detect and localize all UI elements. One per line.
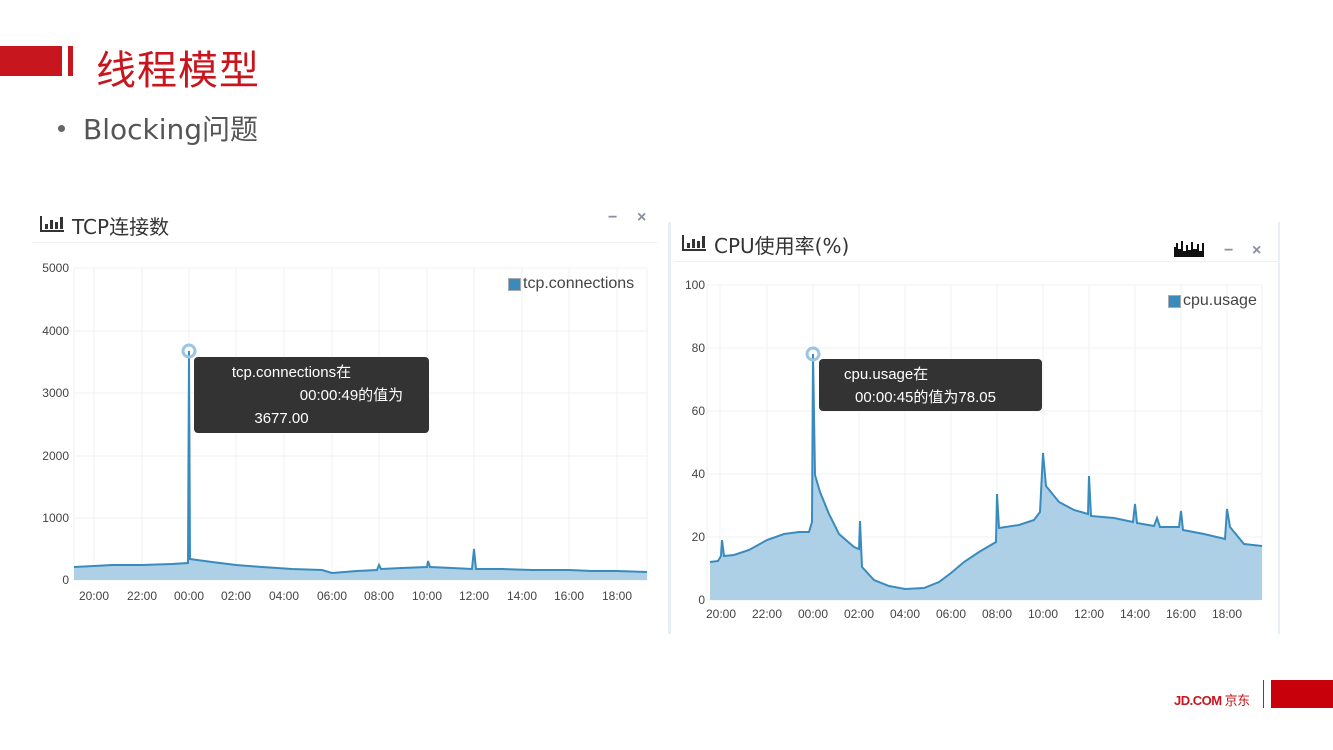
svg-text:16:00: 16:00 bbox=[1166, 607, 1196, 621]
svg-text:2000: 2000 bbox=[42, 449, 69, 463]
bullet-item: Blocking问题 bbox=[58, 108, 258, 148]
legend-label: cpu.usage bbox=[1183, 292, 1257, 309]
svg-text:06:00: 06:00 bbox=[936, 607, 966, 621]
legend-tcp-connections[interactable]: tcp.connections bbox=[508, 275, 634, 293]
footer-accent-block bbox=[1271, 680, 1333, 708]
svg-text:0: 0 bbox=[698, 593, 705, 607]
svg-text:14:00: 14:00 bbox=[507, 589, 537, 603]
svg-text:14:00: 14:00 bbox=[1120, 607, 1150, 621]
tooltip-line: 00:00:45的值为78.05 bbox=[855, 389, 996, 406]
minimize-button[interactable]: − bbox=[1224, 242, 1234, 259]
header-accent-bar bbox=[0, 46, 62, 76]
legend-label: tcp.connections bbox=[523, 275, 635, 292]
svg-text:10:00: 10:00 bbox=[412, 589, 442, 603]
tooltip-line: 00:00:49的值为 bbox=[299, 387, 404, 404]
minimize-button[interactable]: − bbox=[608, 209, 618, 226]
svg-text:08:00: 08:00 bbox=[364, 589, 394, 603]
bar-chart-icon bbox=[40, 216, 64, 232]
panel-header: TCP连接数 − × bbox=[32, 203, 657, 243]
logo-en: JD.COM bbox=[1174, 693, 1222, 708]
svg-text:00:00: 00:00 bbox=[798, 607, 828, 621]
legend-cpu-usage[interactable]: cpu.usage bbox=[1168, 292, 1257, 310]
svg-text:100: 100 bbox=[685, 278, 705, 292]
tcp-panel: TCP连接数 − × 5000 4000 3000 2000 1000 0 20:00 2… bbox=[32, 203, 657, 623]
logo-cn: 京东 bbox=[1224, 694, 1251, 709]
tooltip-line: tcp.connections在 bbox=[231, 364, 352, 381]
svg-text:80: 80 bbox=[692, 341, 706, 355]
slide-title: 线程模型 bbox=[96, 48, 260, 94]
close-button[interactable]: × bbox=[637, 209, 647, 226]
svg-text:10:00: 10:00 bbox=[1028, 607, 1058, 621]
svg-text:08:00: 08:00 bbox=[982, 607, 1012, 621]
svg-text:4000: 4000 bbox=[42, 324, 69, 338]
svg-text:02:00: 02:00 bbox=[221, 589, 251, 603]
svg-text:60: 60 bbox=[692, 404, 706, 418]
bullet-text: Blocking问题 bbox=[83, 113, 259, 146]
tcp-chart: 5000 4000 3000 2000 1000 0 20:00 22:00 00:00 0… bbox=[42, 261, 648, 603]
tooltip-cpu: cpu.usage在 00:00:45的值为78.05 bbox=[819, 359, 1042, 411]
svg-text:04:00: 04:00 bbox=[269, 589, 299, 603]
bar-chart-icon bbox=[682, 235, 706, 251]
svg-text:5000: 5000 bbox=[42, 261, 69, 275]
svg-text:22:00: 22:00 bbox=[127, 589, 157, 603]
svg-text:20: 20 bbox=[692, 530, 706, 544]
svg-text:16:00: 16:00 bbox=[554, 589, 584, 603]
panel-divider bbox=[668, 222, 671, 634]
svg-text:22:00: 22:00 bbox=[752, 607, 782, 621]
tooltip-line: cpu.usage在 bbox=[844, 366, 929, 383]
jd-logo: JD.COM 京东 bbox=[1174, 690, 1250, 709]
footer-divider bbox=[1263, 680, 1264, 708]
legend-swatch bbox=[1168, 294, 1181, 308]
svg-text:40: 40 bbox=[692, 467, 706, 481]
svg-text:02:00: 02:00 bbox=[844, 607, 874, 621]
cpu-panel: CPU使用率(%) − × 100 80 60 40 20 0 20:00 22:00 00… bbox=[674, 222, 1280, 634]
tooltip-tcp: tcp.connections在 00:00:49的值为 3677.00 bbox=[194, 357, 429, 433]
close-button[interactable]: × bbox=[1252, 242, 1262, 259]
legend-swatch bbox=[508, 277, 521, 291]
svg-text:00:00: 00:00 bbox=[174, 589, 204, 603]
panel-title: TCP连接数 bbox=[72, 215, 170, 239]
sparkline-icon[interactable] bbox=[1173, 239, 1207, 257]
bullet-dot-icon bbox=[58, 124, 65, 132]
svg-text:3000: 3000 bbox=[42, 386, 69, 400]
svg-text:20:00: 20:00 bbox=[79, 589, 109, 603]
svg-text:18:00: 18:00 bbox=[602, 589, 632, 603]
header-accent-tick bbox=[68, 46, 73, 76]
svg-text:20:00: 20:00 bbox=[706, 607, 736, 621]
svg-text:06:00: 06:00 bbox=[317, 589, 347, 603]
panel-header: CPU使用率(%) − × bbox=[674, 222, 1278, 262]
svg-text:12:00: 12:00 bbox=[1074, 607, 1104, 621]
svg-text:04:00: 04:00 bbox=[890, 607, 920, 621]
svg-text:18:00: 18:00 bbox=[1212, 607, 1242, 621]
svg-text:1000: 1000 bbox=[42, 511, 69, 525]
cpu-chart: 100 80 60 40 20 0 20:00 22:00 00:00 02:00 04:00… bbox=[685, 278, 1263, 621]
svg-text:12:00: 12:00 bbox=[459, 589, 489, 603]
tooltip-line: 3677.00 bbox=[254, 410, 309, 427]
panel-title: CPU使用率(%) bbox=[714, 234, 850, 258]
svg-text:0: 0 bbox=[62, 573, 69, 587]
